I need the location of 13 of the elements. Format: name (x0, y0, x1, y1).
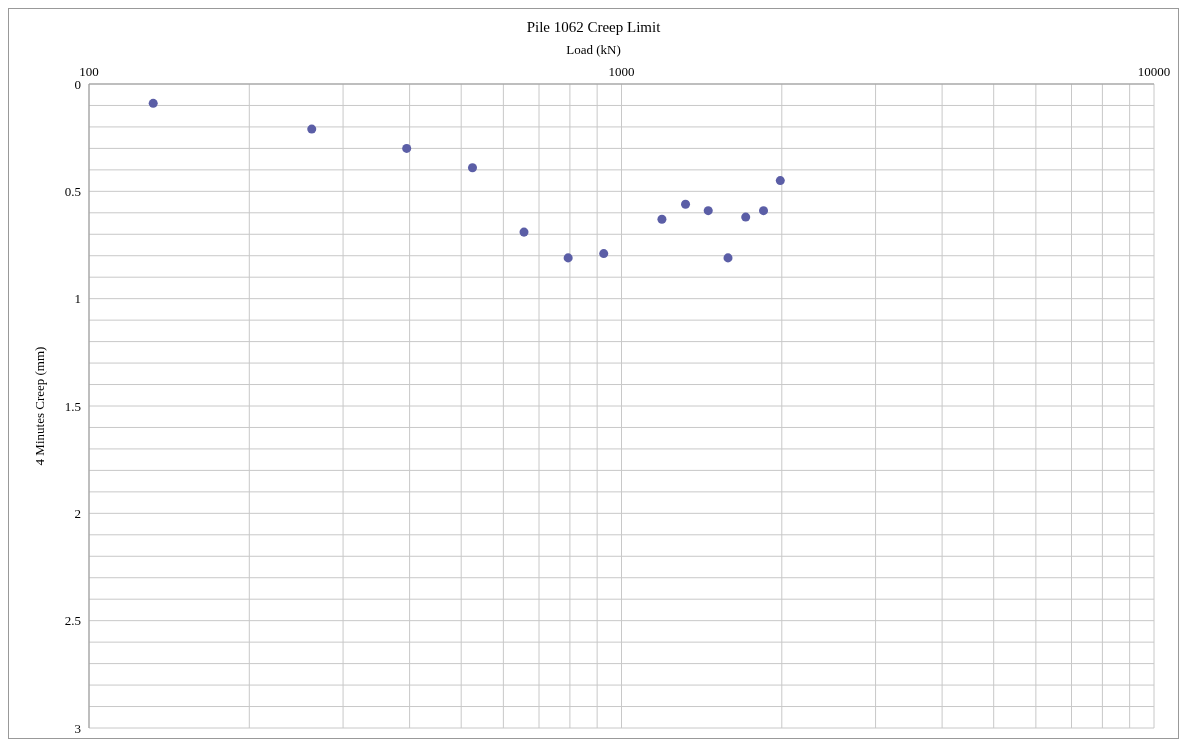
y-tick-label: 1.5 (64, 398, 81, 414)
x-axis-title: Load (kN) (565, 42, 622, 58)
y-tick-label: 0.5 (64, 183, 81, 199)
y-tick-label: 2.5 (64, 613, 81, 629)
y-axis-title: 4 Minutes Creep (mm) (31, 346, 47, 466)
chart-title: Pile 1062 Creep Limit (525, 19, 662, 36)
x-tick-label: 1000 (608, 64, 635, 79)
x-tick-label: 100 (79, 64, 99, 79)
y-tick-label: 2 (74, 505, 81, 521)
y-tick-label: 3 (74, 720, 81, 736)
y-tick-label: 0 (74, 76, 81, 92)
y-tick-label: 1 (74, 291, 81, 307)
x-tick-label: 10000 (1137, 64, 1171, 79)
